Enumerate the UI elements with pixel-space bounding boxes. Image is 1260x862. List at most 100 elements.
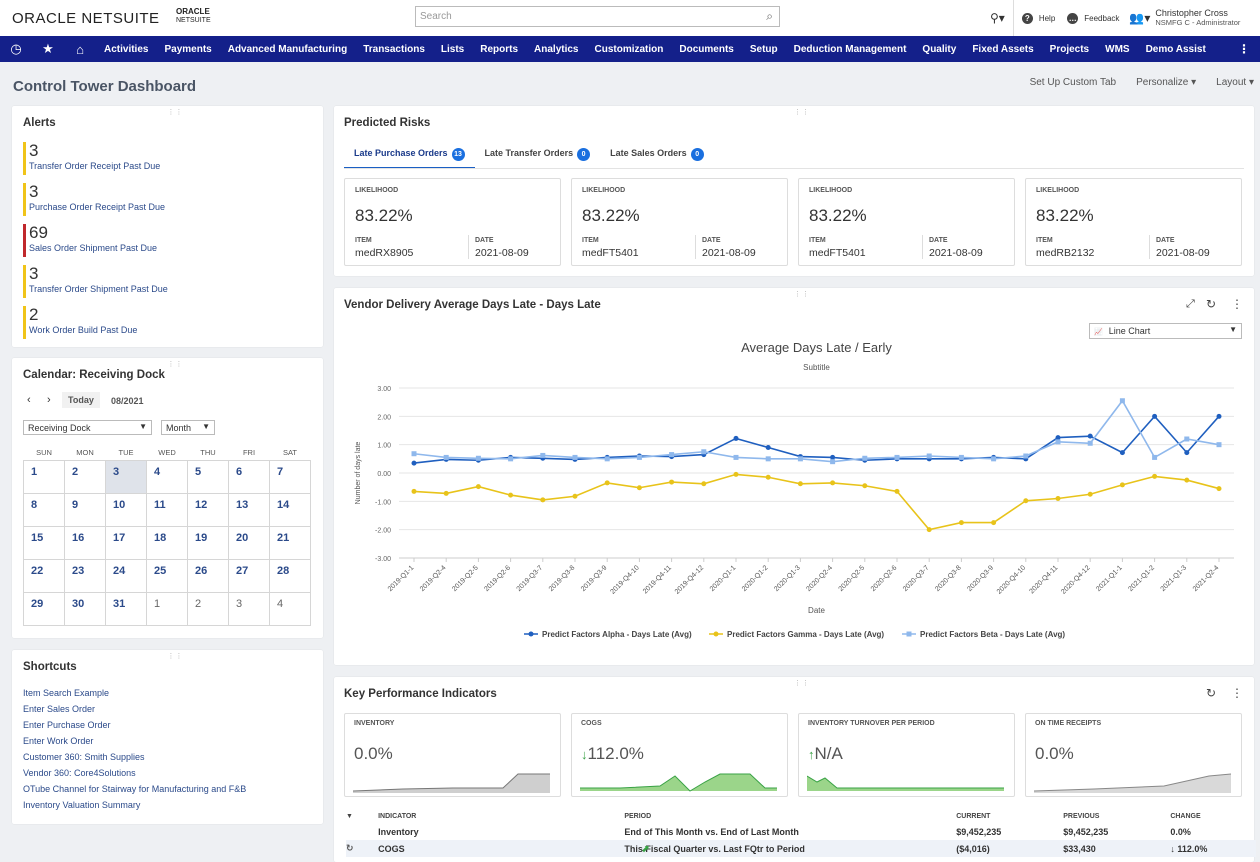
calendar-day[interactable]: 22 <box>23 558 65 593</box>
recent-records-icon[interactable]: ⚲▾ <box>990 11 1005 25</box>
calendar-day[interactable]: 21 <box>269 525 311 560</box>
nav-fixed-assets[interactable]: Fixed Assets <box>972 43 1034 55</box>
dock-select[interactable]: Receiving Dock ▼ <box>23 420 152 435</box>
nav-projects[interactable]: Projects <box>1049 43 1090 55</box>
tab-late-purchase-orders[interactable]: Late Purchase Orders 13 <box>344 144 475 169</box>
refresh-row-icon[interactable]: ↻ <box>346 843 354 853</box>
calendar-day[interactable]: 19 <box>187 525 229 560</box>
alert-label[interactable]: Transfer Order Receipt Past Due <box>29 161 161 171</box>
calendar-day[interactable]: 3 <box>105 459 147 494</box>
calendar-day[interactable]: 5 <box>187 459 229 494</box>
drag-handle[interactable]: ⋮⋮ <box>794 109 810 116</box>
period-cell[interactable]: End of This Month vs. End of Last Month <box>624 826 799 837</box>
shortcut-link[interactable]: Enter Work Order <box>23 736 94 746</box>
calendar-day[interactable]: 30 <box>64 591 106 626</box>
shortcut-link[interactable]: Inventory Valuation Summary <box>23 800 141 810</box>
feedback-icon[interactable]: … <box>1067 12 1079 24</box>
kpi-card-inventory[interactable]: INVENTORY 0.0% <box>344 713 561 797</box>
nav-documents[interactable]: Documents <box>679 43 734 55</box>
alert-item[interactable]: 3 Purchase Order Receipt Past Due <box>23 182 313 219</box>
alert-item[interactable]: 3 Transfer Order Receipt Past Due <box>23 141 313 178</box>
period-cell[interactable]: This Fiscal Quarter vs. Last FQtr to Per… <box>624 843 805 854</box>
tab-late-sales-orders[interactable]: Late Sales Orders 0 <box>600 144 714 169</box>
nav-wms[interactable]: WMS <box>1105 43 1130 55</box>
search-icon[interactable]: ⌕ <box>766 9 773 23</box>
previous-cell[interactable]: $33,430 <box>1063 843 1096 854</box>
expand-icon[interactable]: ⤢ <box>1186 298 1195 310</box>
global-search-input[interactable]: Search ⌕ <box>415 6 780 27</box>
calendar-day[interactable]: 28 <box>269 558 311 593</box>
shortcut-link[interactable]: Vendor 360: Core4Solutions <box>23 768 136 778</box>
help-link[interactable]: Help <box>1038 13 1056 23</box>
calendar-day[interactable]: 12 <box>187 492 229 527</box>
calendar-day[interactable]: 1 <box>23 459 65 494</box>
calendar-day[interactable]: 31 <box>105 591 147 626</box>
feedback-link[interactable]: Feedback <box>1084 13 1120 23</box>
calendar-day[interactable]: 24 <box>105 558 147 593</box>
nav-reports[interactable]: Reports <box>480 43 519 55</box>
risk-card[interactable]: LIKELIHOOD 83.22% ITEM medRB2132 DATE 20… <box>1025 178 1242 266</box>
table-row[interactable]: ↻ COGS ⬈ This Fiscal Quarter vs. Last FQt… <box>346 840 1256 857</box>
shortcut-link[interactable]: Item Search Example <box>23 688 110 698</box>
refresh-icon[interactable]: ↻ <box>1206 297 1217 311</box>
kpi-card-on-time-receipts[interactable]: ON TIME RECEIPTS 0.0% <box>1025 713 1242 797</box>
shortcut-link[interactable]: Enter Sales Order <box>23 704 96 714</box>
calendar-day[interactable]: 3 <box>228 591 270 626</box>
calendar-day[interactable]: 17 <box>105 525 147 560</box>
alert-label[interactable]: Transfer Order Shipment Past Due <box>29 284 168 294</box>
calendar-day[interactable]: 8 <box>23 492 65 527</box>
risk-card[interactable]: LIKELIHOOD 83.22% ITEM medFT5401 DATE 20… <box>571 178 788 266</box>
alert-item[interactable]: 69 Sales Order Shipment Past Due <box>23 223 313 260</box>
shortcut-link[interactable]: Enter Purchase Order <box>23 720 111 730</box>
alert-label[interactable]: Sales Order Shipment Past Due <box>29 243 158 253</box>
calendar-day[interactable]: 20 <box>228 525 270 560</box>
calendar-day[interactable]: 27 <box>228 558 270 593</box>
nav-demo-assist[interactable]: Demo Assist <box>1145 43 1206 55</box>
kpi-card-cogs[interactable]: COGS ↓112.0% <box>571 713 788 797</box>
calendar-day[interactable]: 9 <box>64 492 106 527</box>
calendar-day[interactable]: 6 <box>228 459 270 494</box>
view-select[interactable]: Month ▼ <box>161 420 215 435</box>
tab-late-transfer-orders[interactable]: Late Transfer Orders 0 <box>475 144 601 169</box>
shortcut-link[interactable]: Customer 360: Smith Supplies <box>23 752 145 762</box>
nav-transactions[interactable]: Transactions <box>363 43 425 55</box>
risk-card[interactable]: LIKELIHOOD 83.22% ITEM medRX8905 DATE 20… <box>344 178 561 266</box>
oracle-netsuite-logo[interactable]: ORACLE NETSUITE <box>12 10 160 27</box>
calendar-day[interactable]: 26 <box>187 558 229 593</box>
nav-quality[interactable]: Quality <box>922 43 957 55</box>
nav-lists[interactable]: Lists <box>440 43 465 55</box>
drag-handle[interactable]: ⋮⋮ <box>167 109 184 116</box>
alert-item[interactable]: 2 Work Order Build Past Due <box>23 305 313 342</box>
recent-icon[interactable]: ◷ <box>10 41 22 56</box>
calendar-day[interactable]: 16 <box>64 525 106 560</box>
drag-handle[interactable]: ⋮⋮ <box>167 361 184 368</box>
calendar-day[interactable]: 25 <box>146 558 188 593</box>
calendar-day[interactable]: 2 <box>64 459 106 494</box>
prev-month-icon[interactable]: ‹ <box>27 394 31 406</box>
today-button[interactable]: Today <box>62 392 100 408</box>
kpi-card-inventory-turnover[interactable]: INVENTORY TURNOVER PER PERIOD ↑N/A <box>798 713 1015 797</box>
calendar-day[interactable]: 4 <box>146 459 188 494</box>
drag-handle[interactable]: ⋮⋮ <box>794 291 810 298</box>
calendar-day[interactable]: 13 <box>228 492 270 527</box>
nav-setup[interactable]: Setup <box>749 43 778 55</box>
next-month-icon[interactable]: › <box>47 394 51 406</box>
calendar-day[interactable]: 2 <box>187 591 229 626</box>
nav-customization[interactable]: Customization <box>594 43 664 55</box>
calendar-day[interactable]: 29 <box>23 591 65 626</box>
trend-chart-icon[interactable]: ⬈ <box>641 843 650 855</box>
layout-menu[interactable]: Layout ▾ <box>1216 77 1254 88</box>
more-options-icon[interactable]: ⋮ <box>1231 297 1243 311</box>
alert-label[interactable]: Purchase Order Receipt Past Due <box>29 202 166 212</box>
user-role-icon[interactable]: 👥▾ <box>1129 11 1151 25</box>
previous-cell[interactable]: $9,452,235 <box>1063 826 1109 837</box>
more-options-icon[interactable]: ⋮ <box>1231 686 1243 700</box>
setup-custom-tab-link[interactable]: Set Up Custom Tab <box>1029 77 1117 88</box>
calendar-day[interactable]: 10 <box>105 492 147 527</box>
chart-type-select[interactable]: 📈 Line Chart ▼ <box>1089 323 1242 339</box>
table-row[interactable]: Inventory End of This Month vs. End of L… <box>346 823 1256 840</box>
home-icon[interactable]: ⌂ <box>76 41 84 57</box>
nav-more-icon[interactable]: ⋮ <box>1238 42 1250 56</box>
calendar-day[interactable]: 23 <box>64 558 106 593</box>
alert-label[interactable]: Work Order Build Past Due <box>29 325 138 335</box>
